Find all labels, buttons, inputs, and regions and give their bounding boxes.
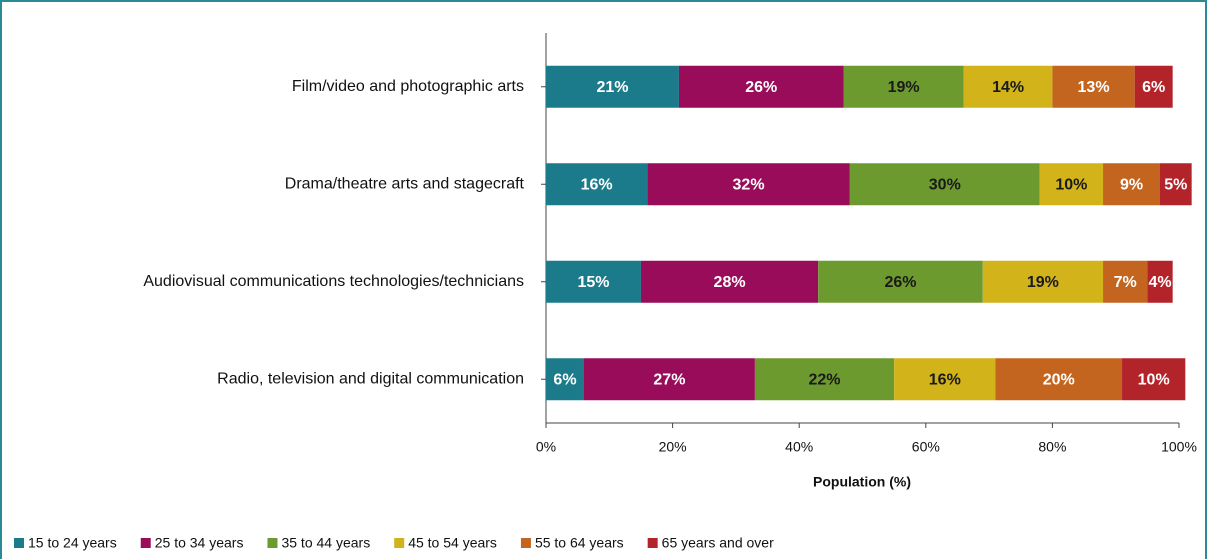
y-tick-label: Film/video and photographic arts bbox=[292, 78, 524, 95]
bar-segment bbox=[963, 65, 1053, 108]
bar-segment bbox=[583, 358, 755, 401]
legend-swatch bbox=[267, 538, 278, 548]
data-label: 4% bbox=[1148, 274, 1171, 291]
data-label: 26% bbox=[745, 79, 777, 96]
bar-segment bbox=[1103, 260, 1148, 303]
data-label: 13% bbox=[1078, 79, 1110, 96]
data-label: 27% bbox=[653, 371, 685, 388]
data-label: 10% bbox=[1138, 371, 1170, 388]
x-axis-title: Population (%) bbox=[813, 474, 911, 490]
x-tick-label: 100% bbox=[1161, 439, 1197, 455]
data-label: 30% bbox=[929, 176, 961, 193]
legend-swatch bbox=[14, 538, 24, 548]
bar-segment bbox=[546, 358, 584, 401]
bar-segment bbox=[546, 65, 679, 108]
data-label: 7% bbox=[1114, 274, 1137, 291]
legend-label: 35 to 44 years bbox=[281, 535, 370, 551]
x-tick-label: 0% bbox=[536, 439, 556, 455]
y-tick-label: Drama/theatre arts and stagecraft bbox=[285, 175, 525, 192]
data-label: 10% bbox=[1055, 176, 1087, 193]
bar-segment bbox=[1134, 65, 1173, 108]
bar-segment bbox=[995, 358, 1123, 401]
data-label: 16% bbox=[581, 176, 613, 193]
data-label: 32% bbox=[733, 176, 765, 193]
legend-label: 25 to 34 years bbox=[155, 535, 244, 551]
x-tick-label: 20% bbox=[659, 439, 687, 455]
bar-segment bbox=[894, 358, 996, 401]
x-tick-label: 60% bbox=[912, 439, 940, 455]
data-label: 21% bbox=[596, 79, 628, 96]
data-label: 22% bbox=[809, 371, 841, 388]
y-tick-label: Radio, television and digital communicat… bbox=[217, 370, 524, 387]
x-tick-label: 80% bbox=[1038, 439, 1066, 455]
data-label: 9% bbox=[1120, 176, 1143, 193]
data-label: 19% bbox=[1027, 274, 1059, 291]
legend-swatch bbox=[647, 538, 658, 548]
data-label: 15% bbox=[577, 274, 609, 291]
bar-segment bbox=[754, 358, 895, 401]
bar-segment bbox=[1103, 163, 1161, 206]
legend-label: 65 years and over bbox=[662, 535, 774, 551]
x-tick-label: 40% bbox=[785, 439, 813, 455]
bar-segment bbox=[849, 163, 1040, 206]
legend-swatch bbox=[394, 538, 405, 548]
legend-label: 15 to 24 years bbox=[28, 535, 117, 551]
legend-swatch bbox=[140, 538, 151, 548]
bar-segment bbox=[678, 65, 844, 108]
bar-segment bbox=[818, 260, 983, 303]
data-label: 19% bbox=[888, 79, 920, 96]
legend-label: 45 to 54 years bbox=[408, 535, 497, 551]
data-label: 16% bbox=[929, 371, 961, 388]
legend-swatch bbox=[520, 538, 531, 548]
bar-segment bbox=[1039, 163, 1104, 206]
data-label: 14% bbox=[992, 79, 1024, 96]
bar-segment bbox=[982, 260, 1104, 303]
bar-segment bbox=[1122, 358, 1186, 401]
bar-segment bbox=[1052, 65, 1135, 108]
bar-segment bbox=[546, 163, 648, 206]
bar-segment bbox=[843, 65, 964, 108]
data-label: 5% bbox=[1164, 176, 1187, 193]
bar-segment bbox=[647, 163, 850, 206]
data-label: 28% bbox=[714, 274, 746, 291]
legend-label: 55 to 64 years bbox=[535, 535, 624, 551]
y-tick-label: Audiovisual communications technologies/… bbox=[143, 273, 524, 290]
bar-segment bbox=[1160, 163, 1192, 206]
data-label: 6% bbox=[1142, 79, 1165, 96]
bar-segment bbox=[546, 260, 641, 303]
bar-segment bbox=[640, 260, 819, 303]
data-label: 26% bbox=[884, 274, 916, 291]
data-label: 20% bbox=[1043, 371, 1075, 388]
bar-segment bbox=[1147, 260, 1173, 303]
data-label: 6% bbox=[553, 371, 576, 388]
